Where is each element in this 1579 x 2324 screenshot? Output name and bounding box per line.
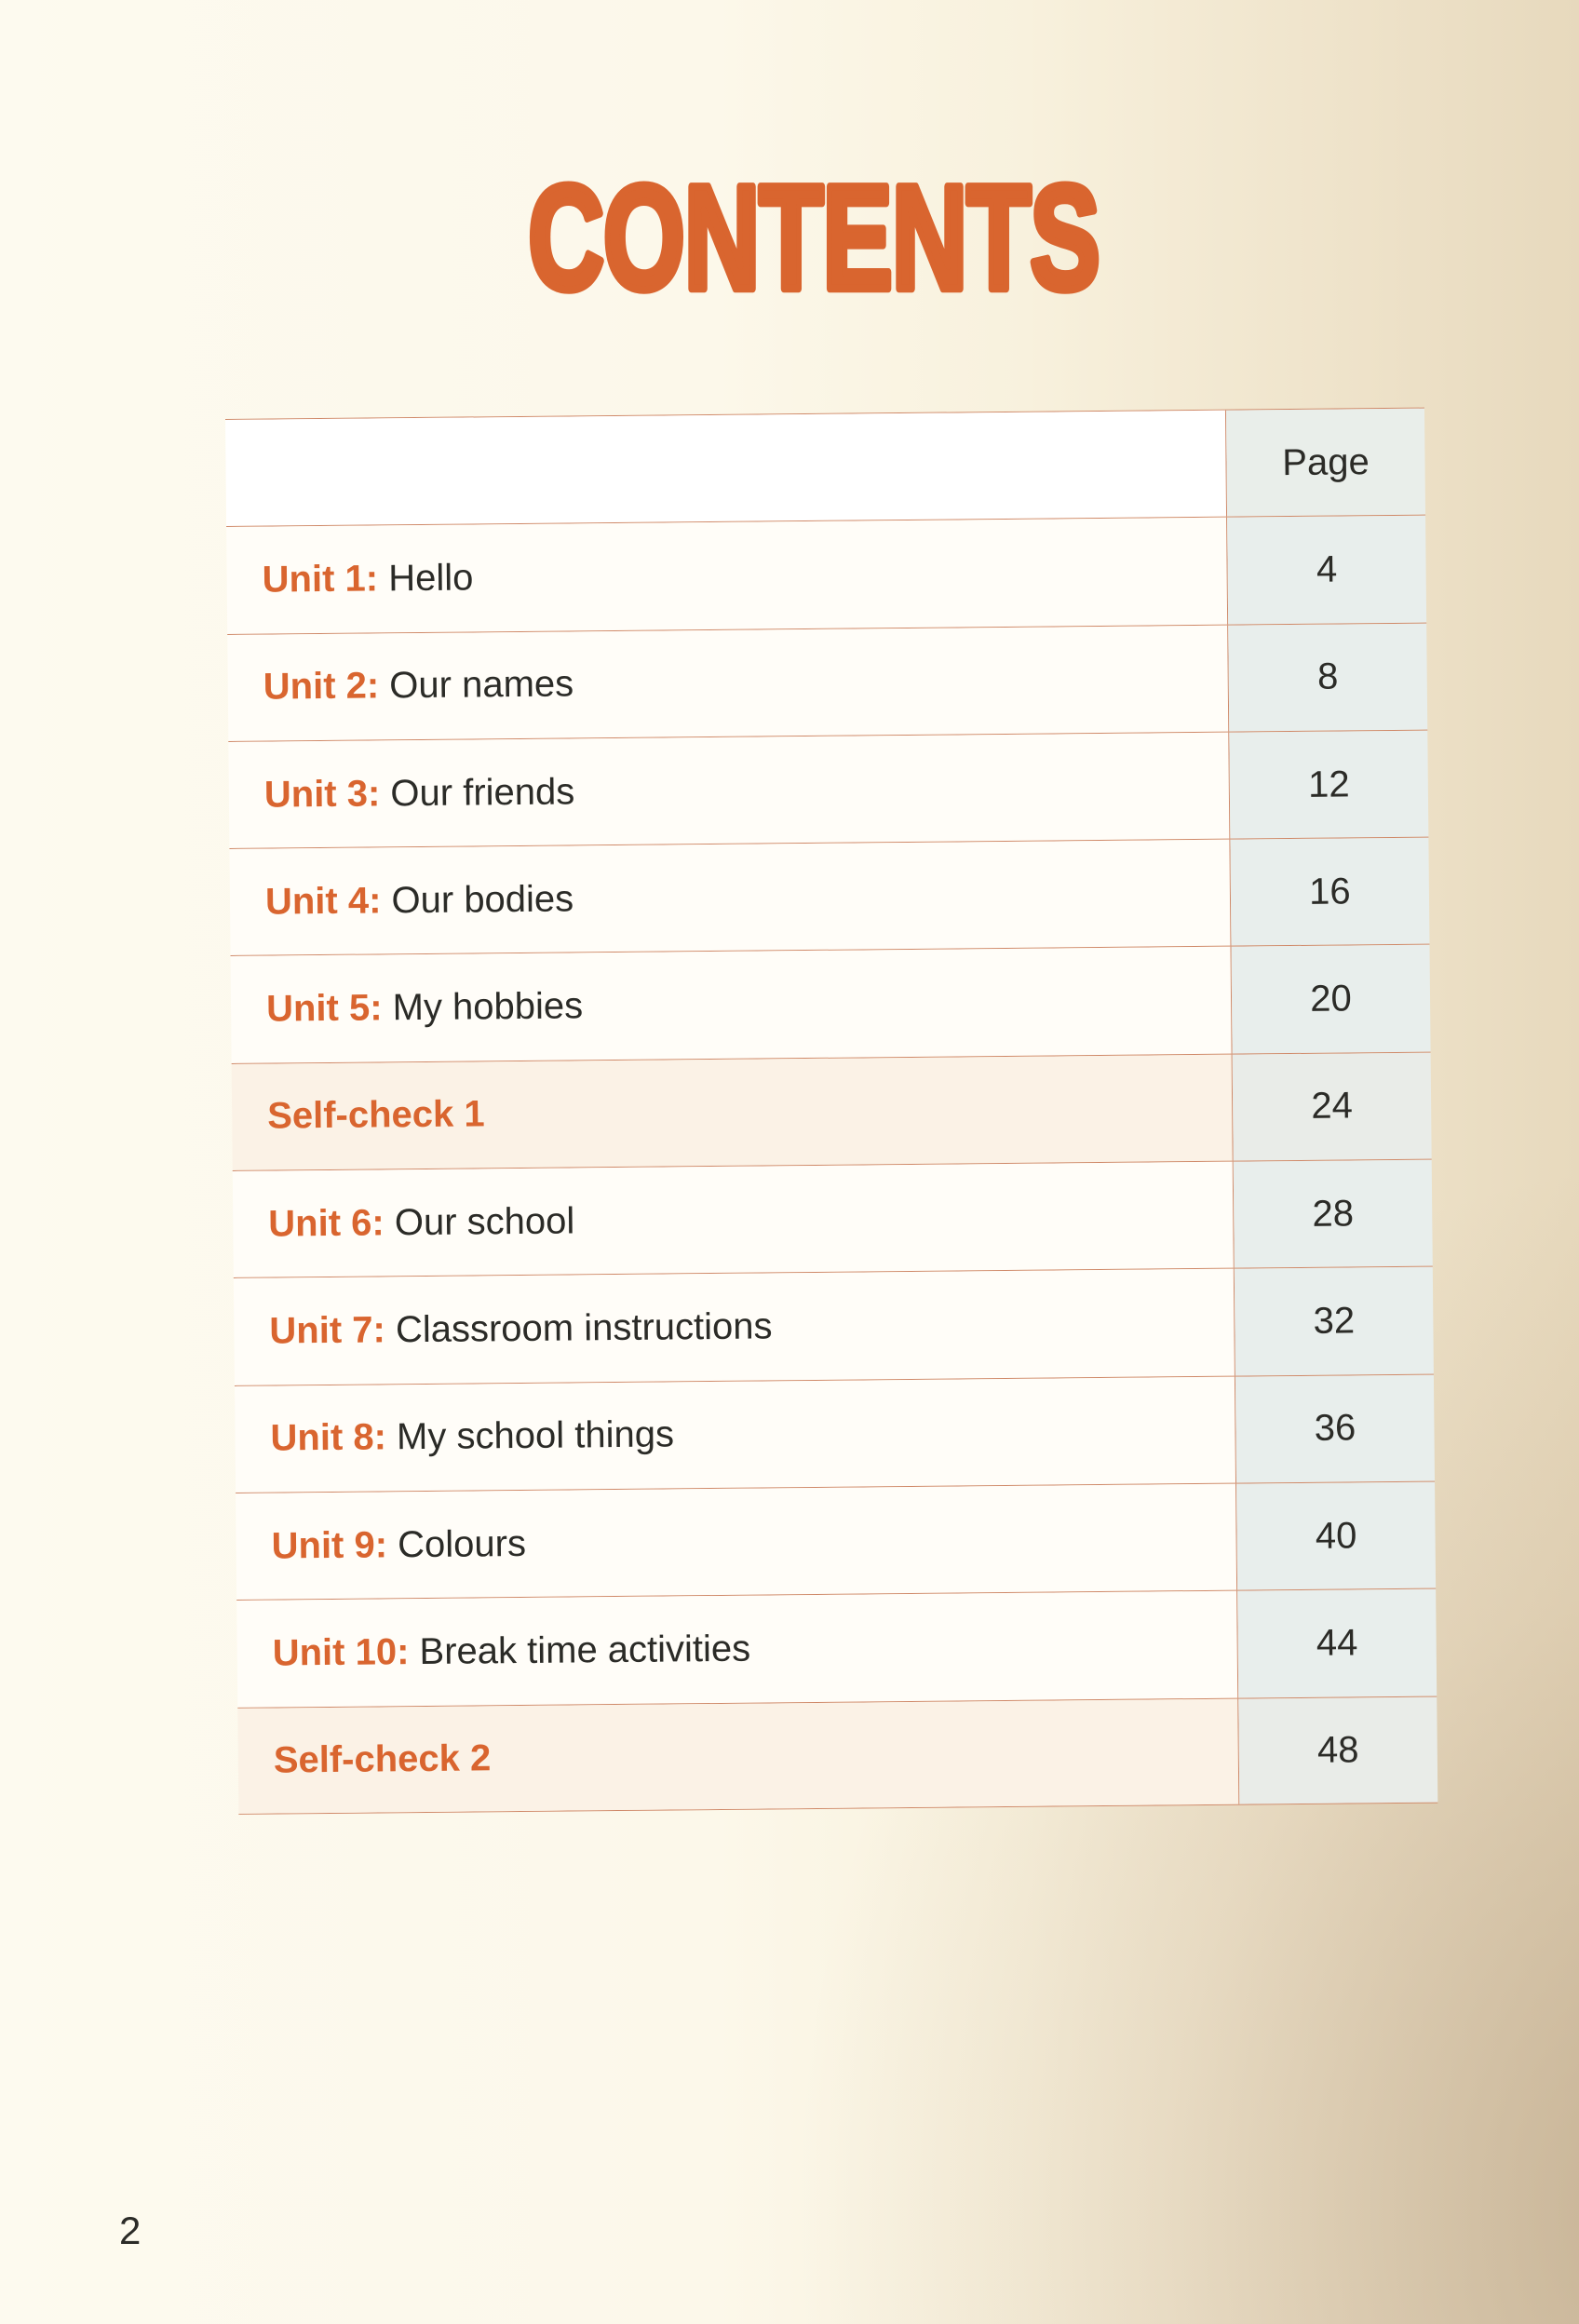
- svg-text:CONTENTS: CONTENTS: [528, 155, 1099, 321]
